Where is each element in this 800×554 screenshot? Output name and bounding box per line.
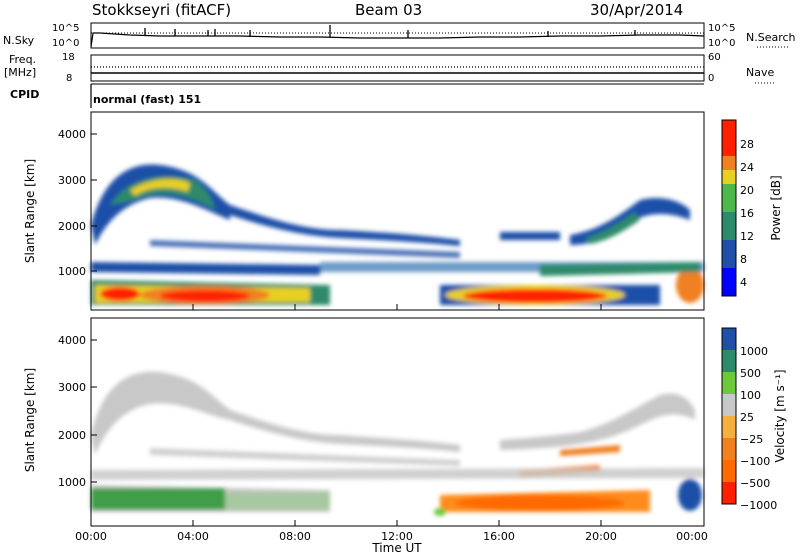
velocity-cblabel: Velocity [m s⁻¹]: [773, 369, 787, 462]
power-cb-16: [722, 184, 736, 212]
xtick-2000: 20:00: [585, 530, 617, 543]
power-cbtick-12: 12: [740, 230, 754, 243]
xtick-1600: 16:00: [483, 530, 515, 543]
xtick-0000-start: 00:00: [75, 530, 107, 543]
station-title: Stokkseyri (fitACF): [92, 1, 232, 19]
velocity-cbtick-minus100: −100: [740, 455, 770, 468]
xlabel: Time UT: [371, 541, 422, 554]
velocity-cbtick-100: 100: [740, 389, 761, 402]
nsky-tick-bottom: 10^0: [52, 38, 80, 49]
nave-label: Nave: [746, 66, 775, 79]
power-echoes: [91, 164, 704, 305]
nsky-panel: [90, 22, 705, 49]
freq-tick-bottom: 8: [66, 73, 73, 84]
power-cbtick-8: 8: [740, 253, 747, 266]
velocity-cb-1000: [722, 328, 736, 350]
cpid-label: CPID: [10, 88, 40, 101]
power-ytick-1000: 1000: [58, 265, 86, 278]
xtick-0800: 08:00: [279, 530, 311, 543]
freq-unit-label: [MHz]: [4, 66, 37, 79]
velocity-echoes: [91, 371, 704, 516]
nsky-label: N.Sky: [3, 34, 35, 47]
velocity-cb-25: [722, 394, 736, 416]
velocity-colorbar: 1000 500 100 25 −25 −100 −500 −1000 Velo…: [721, 327, 787, 512]
power-cb-24: [722, 156, 736, 170]
power-cb-8: [722, 240, 736, 268]
velocity-ylabel: Slant Range [km]: [23, 368, 37, 472]
velocity-plot: 4000 3000 2000 1000 Slant Range [km] 00:…: [23, 317, 708, 554]
power-colorbar: 28 24 20 16 12 8 4 Power [dB]: [721, 119, 783, 297]
power-xticks: [90, 304, 705, 310]
date-title: 30/Apr/2014: [590, 1, 684, 19]
power-cbtick-24: 24: [740, 161, 754, 174]
nave-tick-bottom: 0: [708, 73, 715, 84]
power-cb-20: [722, 170, 736, 184]
nsearch-label: N.Search: [746, 31, 796, 44]
velocity-cb-minus1000: [722, 482, 736, 504]
velocity-cbtick-25: 25: [740, 411, 754, 424]
velocity-cbtick-minus25: −25: [740, 433, 763, 446]
freq-label: Freq.: [9, 53, 37, 66]
nsky-trace: [90, 32, 705, 48]
velocity-cbtick-minus500: −500: [740, 477, 770, 490]
xtick-0000-end: 00:00: [676, 530, 708, 543]
power-ytick-3000: 3000: [58, 174, 86, 187]
velocity-ytick-1000: 1000: [58, 476, 86, 489]
power-ytick-4000: 4000: [58, 128, 86, 141]
nsearch-tick-bottom: 10^0: [708, 38, 736, 49]
velocity-cb-100: [722, 372, 736, 394]
nsky-tick-top: 10^5: [52, 23, 80, 34]
power-plot: 4000 3000 2000 1000 Slant Range [km]: [23, 111, 705, 311]
velocity-cbtick-minus1000: −1000: [740, 499, 777, 512]
power-yaxis: 4000 3000 2000 1000 Slant Range [km]: [23, 128, 97, 278]
power-cb-12: [722, 212, 736, 240]
power-ylabel: Slant Range [km]: [23, 159, 37, 263]
velocity-xaxis: 00:00 04:00 08:00 12:00 16:00 20:00 00:0…: [75, 520, 708, 554]
velocity-cb-500: [722, 350, 736, 372]
velocity-ytick-3000: 3000: [58, 381, 86, 394]
power-cbtick-20: 20: [740, 184, 754, 197]
nave-tick-top: 60: [708, 52, 721, 63]
power-cbtick-28: 28: [740, 138, 754, 151]
nsearch-tick-top: 10^5: [708, 23, 736, 34]
nsky-spikes: [144, 25, 636, 38]
xtick-1200: 12:00: [381, 530, 413, 543]
xtick-0400: 04:00: [177, 530, 209, 543]
velocity-cbtick-1000: 1000: [740, 345, 768, 358]
velocity-cb-minus100: [722, 438, 736, 460]
velocity-ytick-2000: 2000: [58, 429, 86, 442]
beam-title: Beam 03: [355, 1, 423, 19]
power-cb-28: [722, 120, 736, 156]
velocity-cb-minus25: [722, 416, 736, 438]
power-cblabel: Power [dB]: [769, 175, 783, 240]
power-ytick-2000: 2000: [58, 220, 86, 233]
velocity-cbtick-500: 500: [740, 367, 761, 380]
freq-panel: [90, 54, 705, 82]
velocity-cb-minus500: [722, 460, 736, 482]
velocity-ytick-4000: 4000: [58, 334, 86, 347]
cpid-value: normal (fast) 151: [93, 93, 202, 106]
freq-tick-top: 18: [62, 52, 75, 63]
cpid-panel: [90, 83, 704, 108]
power-cbtick-4: 4: [740, 276, 747, 289]
power-cb-4: [722, 268, 736, 296]
velocity-yaxis: 4000 3000 2000 1000 Slant Range [km]: [23, 334, 97, 489]
power-cbtick-16: 16: [740, 207, 754, 220]
